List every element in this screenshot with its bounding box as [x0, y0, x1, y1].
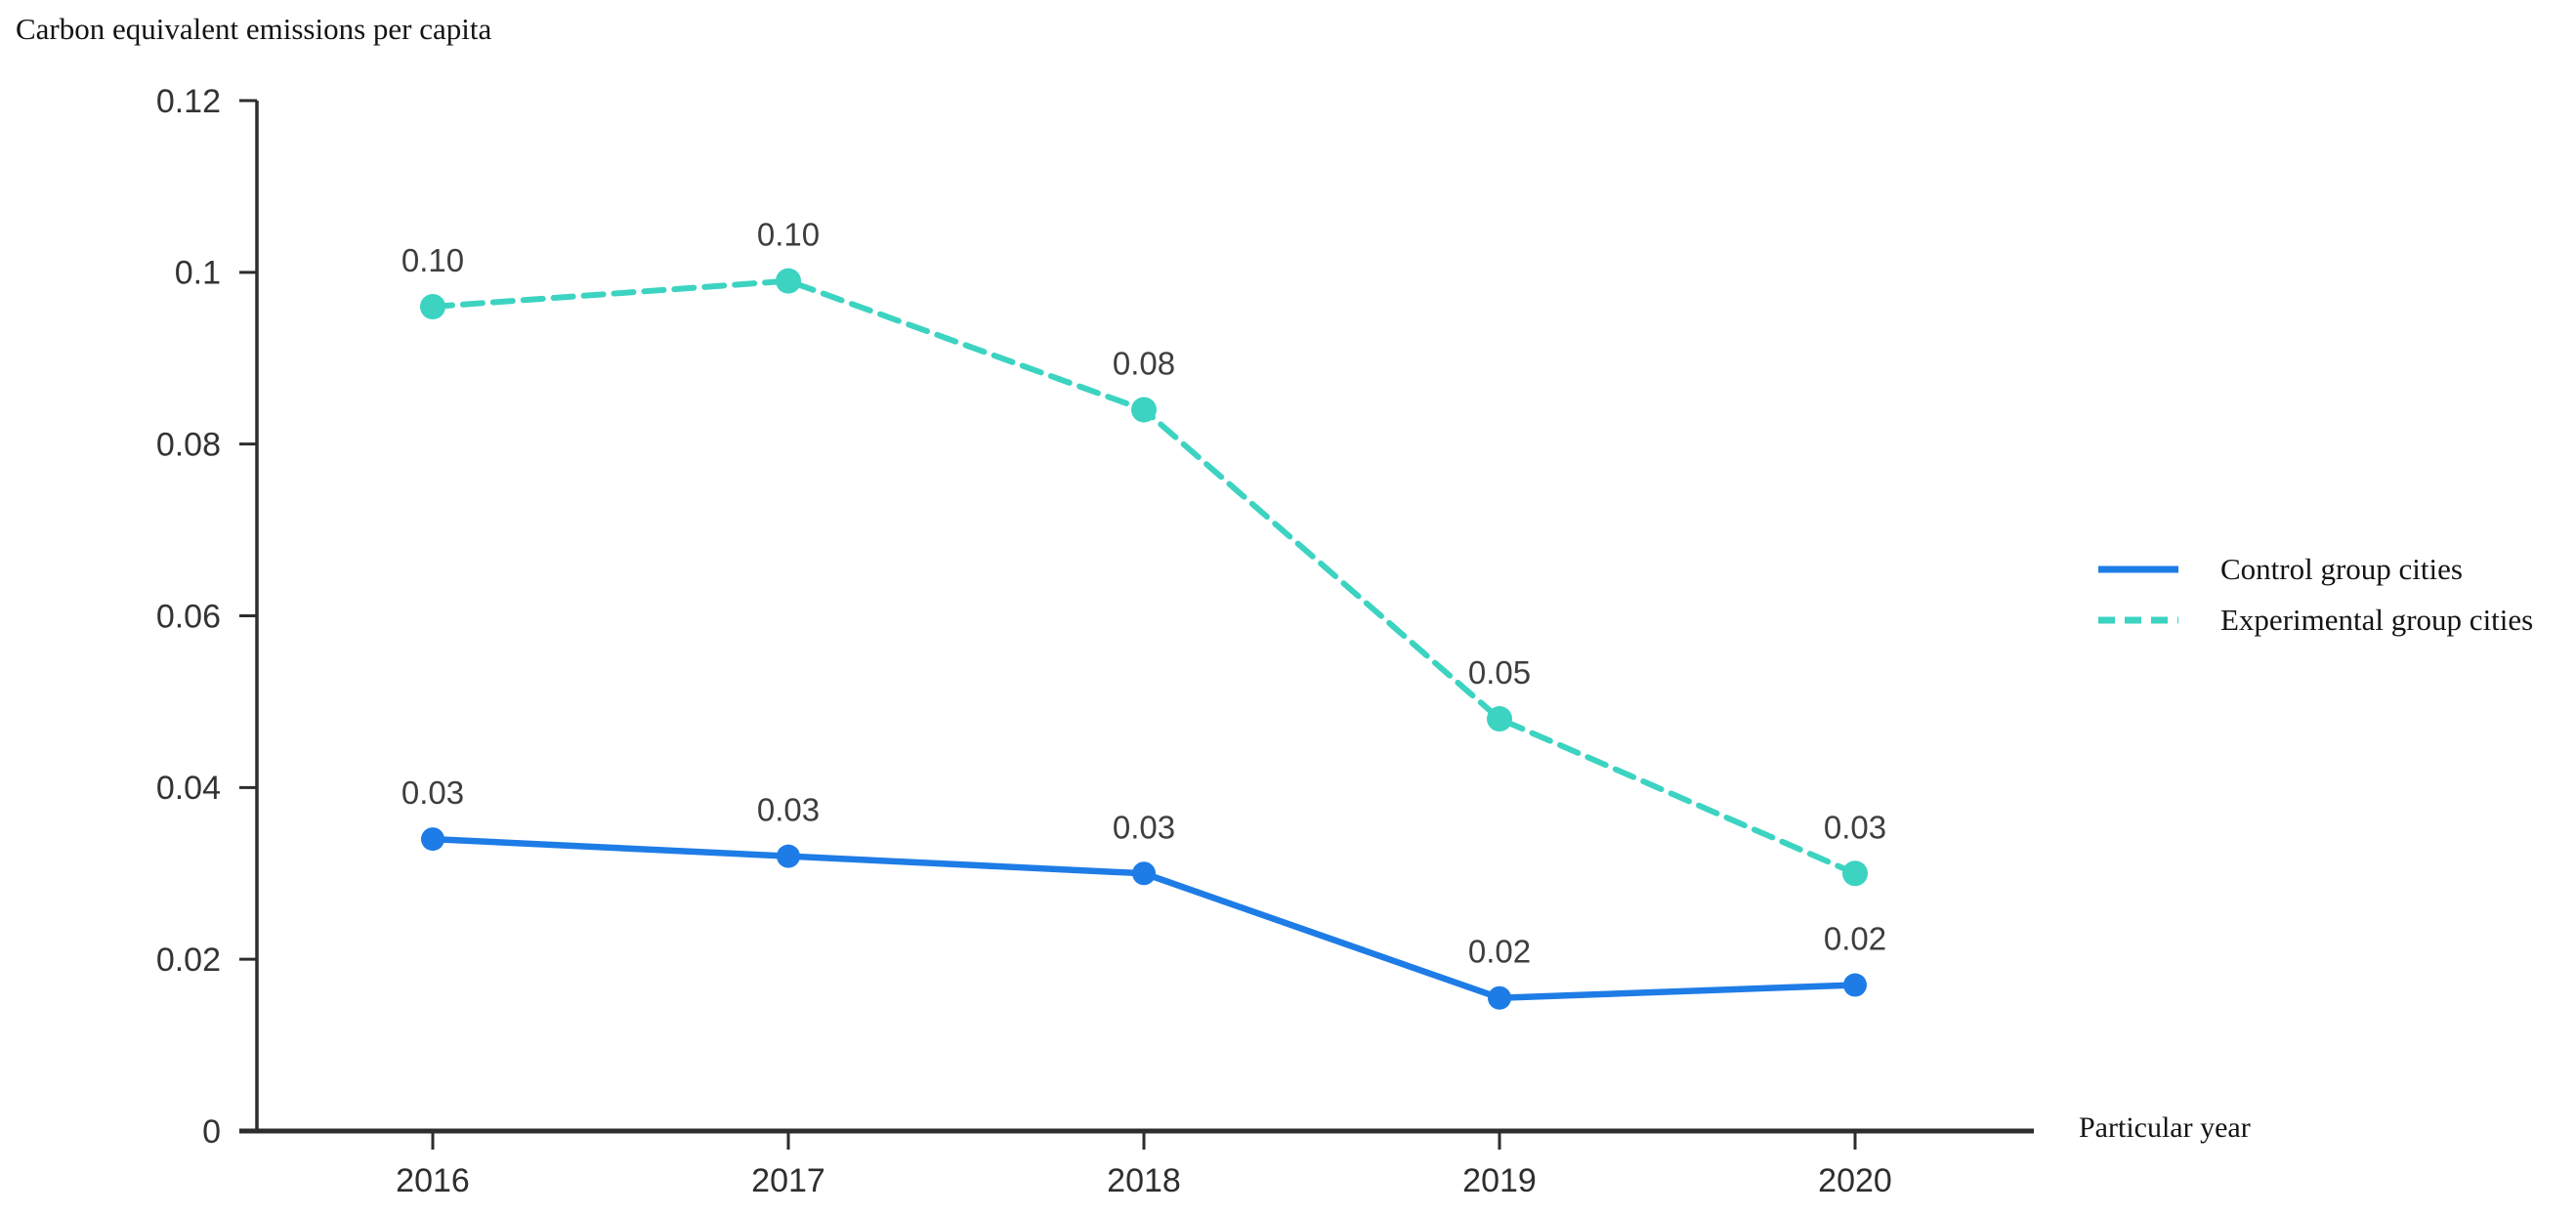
point-label-control-group-cities: 0.03 [1113, 809, 1175, 845]
y-tick-label: 0.04 [156, 770, 221, 807]
point-marker-experimental-group-cities [1842, 860, 1868, 887]
x-tick-label: 2017 [751, 1162, 825, 1199]
point-marker-experimental-group-cities [420, 294, 445, 319]
legend-item-control-group: Control group cities [2097, 548, 2533, 591]
point-label-experimental-group-cities: 0.05 [1468, 654, 1531, 691]
point-label-control-group-cities: 0.02 [1824, 921, 1886, 957]
legend-label-experimental-group: Experimental group cities [2220, 603, 2534, 637]
legend-solid-line-icon [2098, 566, 2178, 573]
point-marker-experimental-group-cities [1487, 706, 1512, 732]
x-axis-label: Particular year [2079, 1111, 2251, 1144]
point-label-control-group-cities: 0.03 [401, 775, 464, 811]
point-marker-control-group-cities [1132, 861, 1156, 886]
point-label-experimental-group-cities: 0.10 [757, 217, 820, 253]
point-label-experimental-group-cities: 0.03 [1824, 809, 1886, 845]
point-marker-experimental-group-cities [776, 268, 801, 294]
x-tick-label: 2019 [1462, 1162, 1537, 1199]
y-tick-label: 0.12 [156, 83, 221, 120]
point-label-experimental-group-cities: 0.08 [1113, 346, 1175, 382]
point-marker-control-group-cities [777, 844, 800, 868]
y-tick-label: 0.02 [156, 942, 221, 979]
x-tick-label: 2018 [1107, 1162, 1181, 1199]
point-label-control-group-cities: 0.03 [757, 792, 820, 828]
point-marker-control-group-cities [1488, 985, 1511, 1010]
y-tick-label: 0.06 [156, 598, 221, 635]
legend-label-control-group: Control group cities [2220, 552, 2463, 586]
legend-dashed-line-icon [2098, 616, 2178, 624]
y-tick-label: 0.08 [156, 427, 221, 464]
chart-title: Carbon equivalent emissions per capita [16, 12, 492, 46]
legend: Control group cities Experimental group … [2097, 548, 2533, 649]
point-marker-control-group-cities [1843, 973, 1867, 997]
legend-item-experimental-group: Experimental group cities [2097, 599, 2533, 642]
y-tick-label: 0.1 [175, 255, 221, 292]
x-tick-label: 2016 [396, 1162, 470, 1199]
point-marker-control-group-cities [421, 827, 444, 852]
point-label-control-group-cities: 0.02 [1468, 934, 1531, 970]
point-marker-experimental-group-cities [1131, 397, 1157, 423]
y-tick-label: 0 [202, 1113, 221, 1151]
point-label-experimental-group-cities: 0.10 [401, 242, 464, 278]
x-tick-label: 2020 [1818, 1162, 1892, 1199]
